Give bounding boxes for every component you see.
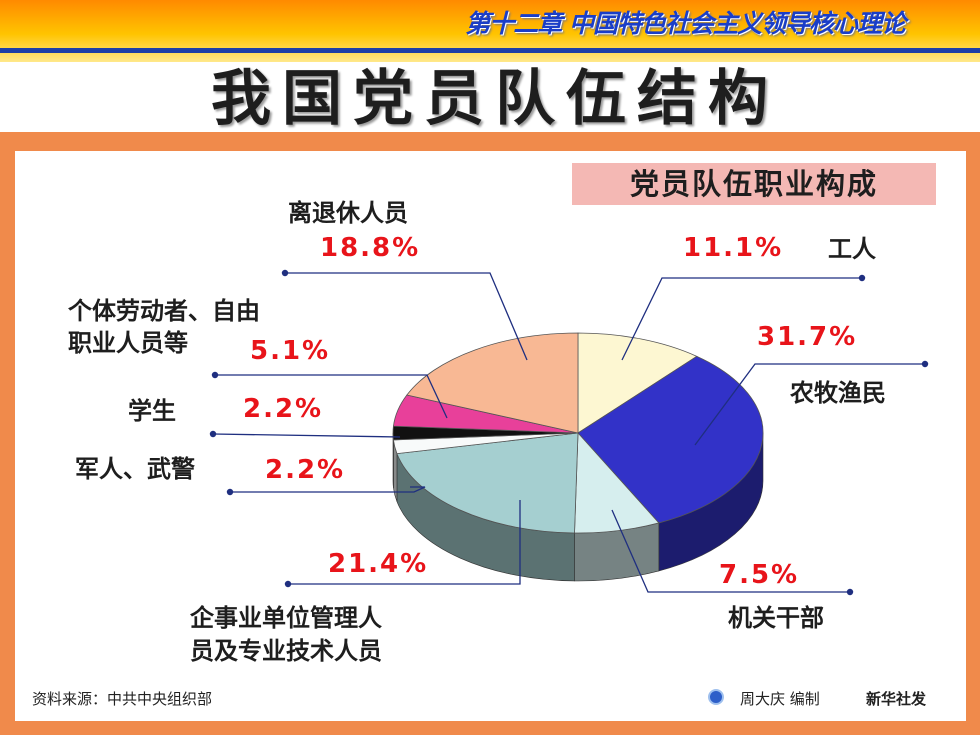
leader-line-retired [285,272,528,361]
label-retired: 离退休人员 [288,199,408,227]
header-rule [0,48,980,53]
label-worker: 工人 [828,235,876,263]
leader-line-enterprise [288,500,521,585]
leader-dot-retired [281,269,289,277]
leader-dot-official [846,588,854,596]
source-note: 资料来源：中共中央组织部 [32,690,213,708]
pie-slice-farmer [577,355,764,524]
label-selfemployed-line2: 职业人员等 [68,329,188,357]
label-enterprise-line1: 企事业单位管理人 [190,604,382,632]
leader-dot-enterprise [284,580,292,588]
leader-line-farmer [694,363,925,446]
label-military: 军人、武警 [75,455,195,483]
leader-dot-selfemployed [211,371,219,379]
leader-dot-worker [858,274,866,282]
value-enterprise: 21.4% [328,549,429,579]
value-student: 2.2% [243,394,324,424]
value-farmer: 31.7% [757,322,858,352]
pie-slice-worker [577,332,698,434]
value-military: 2.2% [265,455,346,485]
leader-line-selfemployed [215,374,448,419]
xinhua-logo-icon [708,689,724,705]
leader-line-official [611,509,850,593]
leader-dot-military [226,488,234,496]
label-enterprise-line2: 员及专业技术人员 [190,637,382,665]
value-selfemployed: 5.1% [250,336,331,366]
agency-credit: 新华社发 [866,690,927,708]
label-selfemployed-line1: 个体劳动者、自由 [68,297,260,325]
leader-line-worker [621,277,862,361]
page-title: 我国党员队伍结构 [211,64,779,134]
value-official: 7.5% [719,560,800,590]
label-student: 学生 [128,397,176,425]
value-retired: 18.8% [320,233,421,263]
chapter-title: 第十二章 中国特色社会主义领导核心理论 [465,9,906,38]
leader-dot-student [209,430,217,438]
value-worker: 11.1% [683,233,784,263]
pie-slice-retired [406,332,579,434]
pie-slice-enterprise [396,432,579,534]
leader-dot-farmer [921,360,929,368]
chart-title: 党员队伍职业构成 [572,163,936,205]
label-official: 机关干部 [728,604,824,632]
leader-line-military [230,486,426,493]
author-credit: 周大庆 编制 [740,690,820,708]
leader-line-student [212,433,401,438]
label-farmer: 农牧渔民 [790,379,886,407]
